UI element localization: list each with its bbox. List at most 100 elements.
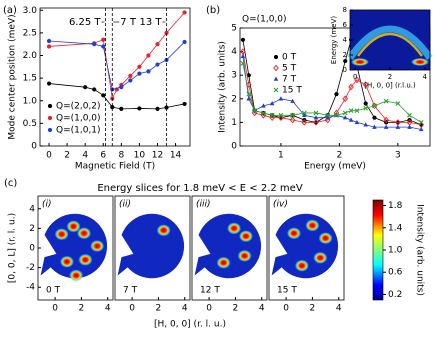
point <box>354 108 360 113</box>
x-tick-label: 0 <box>46 151 52 161</box>
annotation: 7 T <box>120 17 137 28</box>
x-tick-label: 4 <box>259 304 265 314</box>
legend-label: 5 T <box>282 64 297 74</box>
y-tick-label: 2 <box>29 224 35 234</box>
map-spot <box>66 220 81 233</box>
point <box>372 124 377 129</box>
y-tick-label: 0.5 <box>23 119 37 129</box>
point <box>137 71 142 76</box>
x-tick-label: 0 <box>129 304 135 314</box>
colorbar-tick-label: 1.0 <box>388 246 403 256</box>
point <box>146 53 151 58</box>
series-line <box>242 63 422 123</box>
point <box>348 83 354 91</box>
x-tick-label: 1 <box>278 151 284 161</box>
y-tick-label: 2 <box>343 51 347 59</box>
x-axis-label: [H, 0, 0] (r.l.u.) <box>364 81 416 89</box>
point <box>407 112 412 118</box>
x-axis-label: Energy (meV) <box>304 161 366 171</box>
plot-frame <box>114 195 191 301</box>
plot-frame <box>268 195 345 301</box>
point <box>92 42 97 47</box>
point <box>290 98 295 103</box>
point <box>363 122 368 127</box>
point <box>182 101 187 107</box>
point <box>246 91 252 97</box>
series: 15 T <box>240 61 424 125</box>
legend-marker <box>47 103 53 109</box>
x-tick-label: 4 <box>182 304 188 314</box>
map-lobe <box>40 257 56 276</box>
point <box>313 115 319 120</box>
point <box>383 116 389 124</box>
point <box>46 44 52 49</box>
plot-frame <box>39 7 191 147</box>
x-tick-label: 2 <box>233 304 239 314</box>
point <box>334 91 339 97</box>
x-tick-label: 2 <box>79 304 85 314</box>
y-tick-label: 2 <box>231 94 237 104</box>
annotation: 6.25 T <box>69 17 101 28</box>
point <box>155 62 160 67</box>
y-tick-label: 1.0 <box>23 96 38 106</box>
point <box>155 42 160 47</box>
map-spot <box>156 224 171 237</box>
point <box>269 101 275 106</box>
point <box>342 115 348 120</box>
x-tick-label: 12 <box>152 151 163 161</box>
x-tick-label: 0 <box>52 304 58 314</box>
point <box>261 103 266 108</box>
point <box>372 115 377 120</box>
map-spot <box>59 255 74 268</box>
point <box>246 73 251 78</box>
y-tick-label: 0 <box>29 244 35 254</box>
point <box>342 95 349 103</box>
x-tick-label: 2 <box>337 151 343 161</box>
point <box>83 85 88 90</box>
y-tick-label: 3 <box>231 71 237 81</box>
x-tick-label: 0 <box>283 304 289 314</box>
y-tick-label: 2.5 <box>23 28 37 38</box>
x-tick-label: 2 <box>310 304 316 314</box>
x-tick-label: 4 <box>423 73 428 81</box>
point <box>137 64 142 69</box>
point <box>128 78 133 83</box>
point <box>348 108 354 113</box>
x-tick-label: 0 <box>206 304 212 314</box>
point <box>290 112 296 118</box>
field-label: 12 T <box>200 286 220 296</box>
point <box>301 119 308 126</box>
y-tick-label: 4 <box>231 47 237 57</box>
x-axis-label: Magnetic Field (T) <box>75 161 155 171</box>
point <box>418 120 424 125</box>
series: Q=(2,0,2) <box>46 81 187 112</box>
point <box>182 39 187 45</box>
point <box>92 87 97 92</box>
x-tick-label: 14 <box>170 151 182 161</box>
y-tick-label: 6 <box>343 21 348 29</box>
panel-number: (iii) <box>196 200 211 210</box>
map-spot <box>411 58 429 66</box>
legend-marker <box>273 64 279 72</box>
point <box>240 53 246 59</box>
y-tick-label: 0 <box>31 142 37 152</box>
point <box>395 124 401 129</box>
point <box>164 30 169 35</box>
point <box>246 96 252 101</box>
map-band <box>347 25 433 61</box>
y-tick-label: 4 <box>343 36 348 44</box>
point <box>313 110 319 116</box>
point <box>101 44 106 49</box>
map-spot <box>69 269 84 282</box>
point <box>325 112 331 118</box>
y-tick-label: 0 <box>231 142 237 152</box>
panel-label: (a) <box>3 5 17 16</box>
x-axis-label: [H, 0, 0] (r. l. u.) <box>154 320 226 330</box>
map-spot <box>237 249 252 262</box>
x-tick-label: 0 <box>353 73 357 81</box>
field-label: 7 T <box>123 286 138 296</box>
y-axis-label: Energy (meV) <box>330 16 338 64</box>
point <box>278 96 284 101</box>
point <box>155 106 160 111</box>
